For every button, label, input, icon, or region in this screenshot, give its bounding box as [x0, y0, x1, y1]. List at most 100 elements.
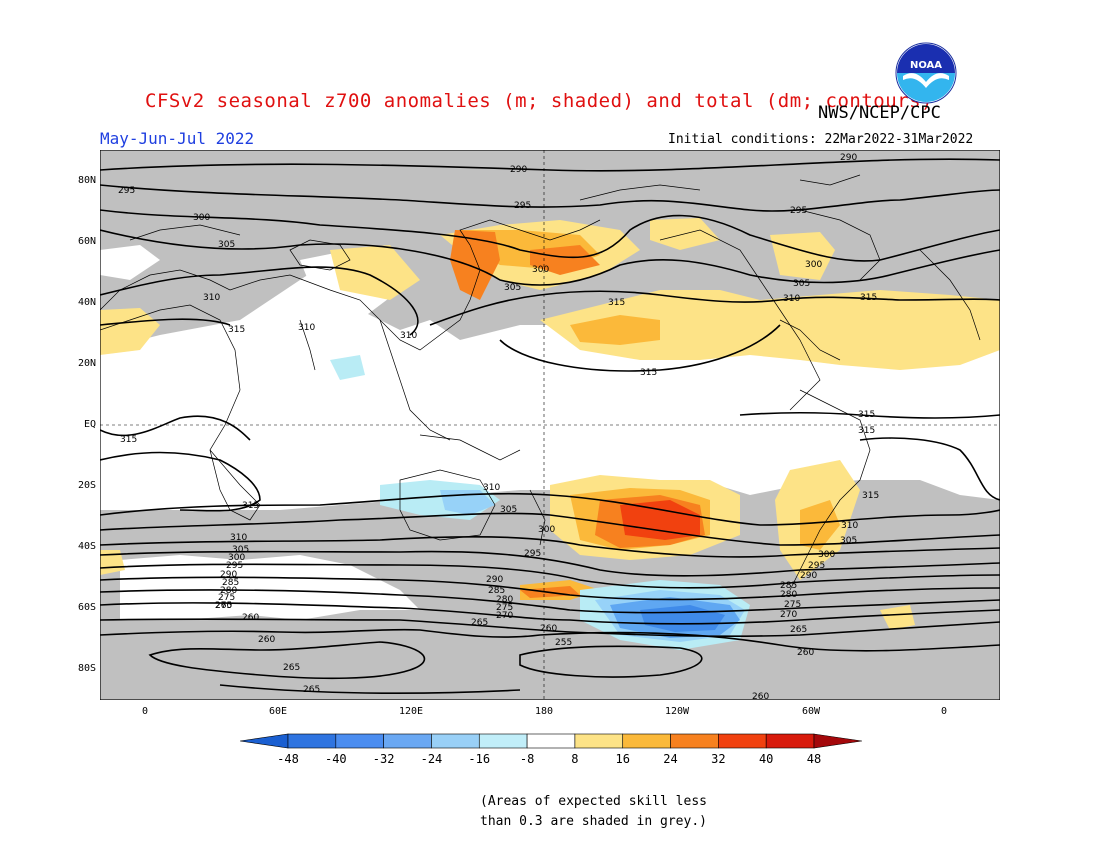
- contour-label: 280: [496, 595, 513, 605]
- contour-label: 315: [242, 501, 259, 511]
- colorbar-segment: [335, 733, 384, 749]
- contour-label: 270: [215, 601, 232, 611]
- lon-label: 60E: [268, 706, 288, 717]
- skill-note: (Areas of expected skill less than 0.3 a…: [480, 792, 707, 832]
- contour-label: 270: [780, 610, 797, 620]
- colorbar-segment: [765, 733, 815, 749]
- contour-label: 290: [840, 153, 857, 163]
- contour-label: 265: [215, 601, 232, 611]
- contour-label: 305: [504, 283, 521, 293]
- contour-label: 310: [230, 533, 247, 543]
- contour-label: 315: [858, 410, 875, 420]
- colorbar-segment: [240, 733, 289, 749]
- contour-label: 290: [800, 571, 817, 581]
- contour-label: 265: [303, 685, 320, 695]
- lon-label: 120E: [398, 706, 424, 717]
- lat-label: 80S: [77, 663, 96, 674]
- contour-label: 300: [538, 525, 555, 535]
- contour-label: 270: [496, 611, 513, 621]
- colorbar-label: 8: [571, 752, 579, 766]
- contour-label: 285: [222, 578, 239, 588]
- lon-label: 120W: [664, 706, 690, 717]
- colorbar-segment: [478, 733, 528, 749]
- contour-label: 265: [790, 625, 807, 635]
- contour-label: 260: [242, 613, 259, 623]
- contour-label: 300: [805, 260, 822, 270]
- contour-label: 305: [218, 240, 235, 250]
- colorbar-segment: [383, 733, 432, 749]
- height-contours: [100, 158, 1000, 695]
- contour-label: 300: [818, 550, 835, 560]
- colorbar-label: 32: [711, 752, 726, 766]
- contour-label: 265: [471, 618, 488, 628]
- contour-label: 305: [840, 536, 857, 546]
- contour-label: 305: [500, 505, 517, 515]
- contour-label: 295: [118, 186, 135, 196]
- contour-label: 300: [532, 265, 549, 275]
- lat-label: EQ: [83, 419, 96, 430]
- contour-label: 275: [496, 603, 513, 613]
- z700-anomaly-map: 290 290 295 295 295 300 300 300 305 305 …: [100, 150, 1000, 700]
- contour-label: 295: [808, 561, 825, 571]
- coastlines: [100, 174, 981, 591]
- colorbar-segment: [670, 733, 719, 749]
- contour-label: 275: [784, 600, 801, 610]
- contour-label: 310: [841, 521, 858, 531]
- contour-label: 315: [858, 426, 875, 436]
- contour-label: 315: [860, 293, 877, 303]
- lat-label: 40N: [77, 297, 96, 308]
- colorbar-label: -48: [277, 752, 299, 766]
- chart-title: CFSv2 seasonal z700 anomalies (m; shaded…: [145, 90, 933, 112]
- contour-label: 255: [555, 638, 572, 648]
- lat-label: 40S: [77, 541, 96, 552]
- colorbar-label: -8: [519, 752, 535, 766]
- colorbar-label: 40: [758, 752, 774, 766]
- colorbar-label: -32: [372, 752, 395, 766]
- skill-region: [100, 260, 1000, 510]
- lat-label: 60N: [77, 236, 96, 247]
- lon-label: 60W: [801, 706, 821, 717]
- colorbar: [240, 733, 862, 749]
- contour-label: 265: [283, 663, 300, 673]
- contour-label: 295: [226, 561, 243, 571]
- contour-label: 260: [258, 635, 275, 645]
- colorbar-segment: [287, 733, 337, 749]
- agency-label: NWS/NCEP/CPC: [818, 103, 941, 123]
- lat-label: 20N: [77, 358, 96, 369]
- contour-label: 295: [790, 206, 807, 216]
- colorbar-segment: [431, 733, 480, 749]
- contour-label: 315: [228, 325, 245, 335]
- contour-label: 305: [793, 279, 810, 289]
- contour-label: 260: [540, 624, 557, 634]
- contour-label: 290: [486, 575, 503, 585]
- contour-label: 315: [608, 298, 625, 308]
- contour-label: 280: [780, 590, 797, 600]
- lat-label: 60S: [77, 602, 96, 613]
- svg-text:NOAA: NOAA: [910, 60, 942, 71]
- contour-label: 310: [483, 483, 500, 493]
- contour-label: 310: [783, 294, 800, 304]
- colorbar-label: 24: [663, 752, 678, 766]
- contour-label: 290: [510, 165, 527, 175]
- lat-label: 80N: [77, 175, 96, 186]
- contour-label: 315: [640, 368, 657, 378]
- contour-label: 260: [797, 648, 814, 658]
- contour-label: 295: [524, 549, 541, 559]
- colorbar-segment: [718, 733, 767, 749]
- contour-label: 275: [218, 593, 235, 603]
- contour-label: 315: [120, 435, 137, 445]
- skill-note-line1: (Areas of expected skill less: [480, 794, 707, 809]
- lon-label: 180: [534, 706, 554, 717]
- contour-label: 310: [298, 323, 315, 333]
- contour-label: 285: [488, 586, 505, 596]
- contour-label: 305: [232, 545, 249, 555]
- contour-label: 310: [203, 293, 220, 303]
- contour-label: 315: [862, 491, 879, 501]
- contour-label: 280: [220, 586, 237, 596]
- colorbar-segment: [526, 733, 576, 749]
- lat-label: 20S: [77, 480, 96, 491]
- contour-label: 295: [514, 201, 531, 211]
- contour-label: 300: [193, 213, 210, 223]
- contour-label: 260: [752, 692, 769, 700]
- noaa-logo-icon: NOAA: [895, 42, 957, 104]
